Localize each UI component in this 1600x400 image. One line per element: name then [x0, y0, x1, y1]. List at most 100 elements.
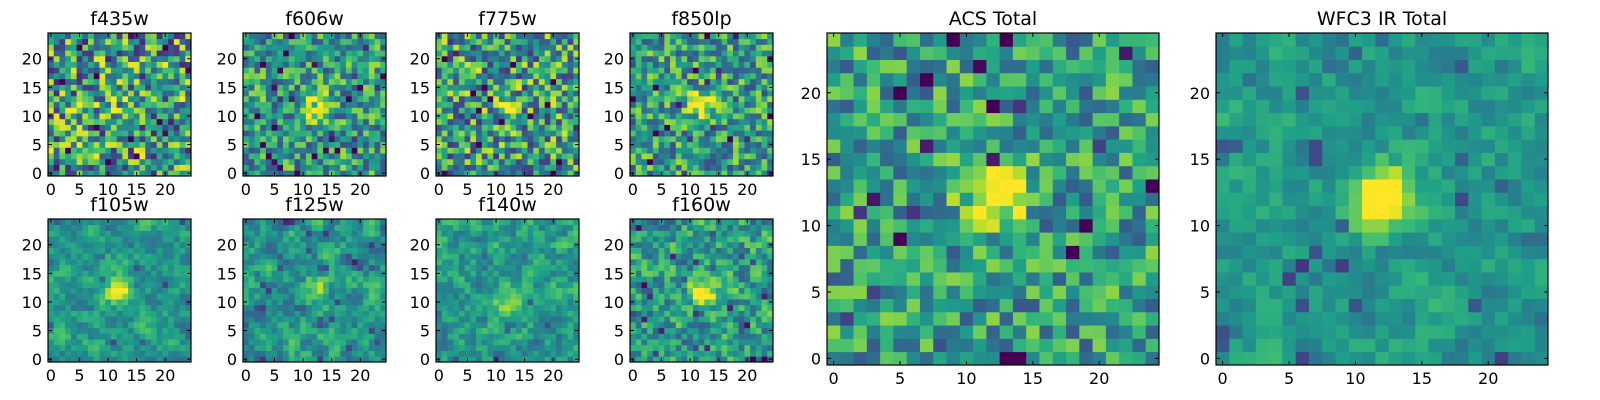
heatmap-cell	[487, 90, 494, 97]
heatmap-cell	[139, 84, 146, 91]
heatmap-cell	[704, 170, 711, 177]
heatmap-cell	[527, 33, 534, 40]
heatmap-cell	[122, 158, 129, 165]
heatmap-cell	[481, 276, 488, 283]
x-tick-label: 10	[293, 180, 313, 199]
heatmap-cell	[510, 101, 517, 108]
heatmap-cell	[744, 158, 751, 165]
heatmap-cell	[82, 236, 89, 243]
heatmap-cell	[544, 293, 551, 300]
heatmap-cell	[767, 95, 774, 103]
heatmap-cell	[687, 310, 694, 317]
heatmap-cell	[567, 253, 574, 260]
heatmap-cell	[351, 118, 358, 125]
heatmap-cell	[464, 153, 471, 160]
heatmap-cell	[692, 130, 700, 137]
heatmap-cell	[345, 84, 353, 91]
heatmap-cell	[345, 101, 353, 108]
heatmap-cell	[317, 158, 324, 165]
heatmap-cell	[363, 287, 370, 294]
heatmap-cell	[458, 78, 465, 85]
heatmap-cell	[351, 264, 358, 271]
heatmap-cell	[658, 38, 665, 45]
heatmap-cell	[334, 118, 341, 125]
heatmap-cell	[692, 158, 700, 165]
heatmap-cell	[265, 44, 272, 51]
heatmap-cell	[156, 50, 163, 57]
heatmap-cell	[105, 259, 112, 266]
heatmap-cell	[698, 281, 705, 289]
heatmap-cell	[556, 113, 563, 120]
heatmap-cell	[288, 327, 295, 334]
heatmap-cell	[504, 107, 511, 114]
heatmap-cell	[145, 270, 152, 277]
heatmap-cell	[504, 276, 511, 283]
heatmap-cell	[99, 90, 106, 97]
heatmap-cell	[441, 130, 448, 137]
heatmap-cell	[305, 124, 313, 131]
heatmap-cell	[470, 113, 477, 120]
heatmap-cell	[476, 219, 483, 226]
heatmap-cell	[510, 316, 517, 323]
heatmap-cell	[573, 153, 580, 160]
heatmap-cell	[65, 118, 72, 125]
heatmap-cell	[70, 230, 77, 237]
heatmap-cell	[380, 73, 387, 80]
heatmap-cell	[305, 253, 313, 260]
heatmap-cell	[162, 241, 169, 248]
heatmap-cell	[116, 124, 123, 131]
heatmap-cell	[82, 130, 89, 137]
heatmap-cell	[498, 95, 506, 103]
heatmap-cell	[436, 316, 443, 323]
heatmap-cell	[133, 270, 140, 277]
heatmap-cell	[156, 264, 163, 271]
heatmap-cell	[145, 356, 152, 363]
heatmap-cell	[550, 118, 557, 125]
heatmap-cell	[70, 44, 77, 51]
heatmap-cell	[630, 350, 637, 357]
heatmap-cell	[65, 153, 72, 160]
heatmap-cell	[498, 130, 506, 137]
heatmap-cell	[351, 38, 358, 45]
heatmap-cell	[476, 224, 483, 231]
heatmap-cell	[436, 95, 443, 103]
heatmap-cell	[647, 344, 654, 351]
heatmap-cell	[179, 350, 186, 357]
heatmap-cell	[538, 55, 546, 62]
heatmap-cell	[670, 327, 677, 334]
heatmap-cell	[544, 113, 551, 120]
heatmap-cell	[150, 304, 158, 311]
heatmap-cell	[311, 101, 318, 108]
heatmap-cell	[681, 153, 688, 160]
heatmap-cell	[345, 350, 353, 357]
heatmap-cell	[48, 236, 55, 243]
heatmap-cell	[692, 95, 700, 103]
heatmap-cells	[630, 219, 774, 363]
heatmap-cell	[363, 170, 370, 177]
heatmap-cell	[767, 164, 774, 171]
heatmap-cell	[721, 344, 728, 351]
heatmap-cell	[670, 276, 677, 283]
heatmap-cell	[260, 50, 267, 57]
heatmap-cell	[567, 224, 574, 231]
heatmap-cell	[288, 281, 295, 289]
heatmap-cell	[351, 333, 358, 340]
heatmap-cell	[305, 321, 313, 329]
heatmap-cell	[173, 339, 180, 346]
heatmap-cell	[561, 236, 568, 243]
heatmap-cell	[493, 247, 500, 254]
heatmap-cell	[340, 158, 347, 165]
heatmap-cell	[538, 78, 546, 85]
heatmap-cell	[374, 339, 381, 346]
heatmap-cell	[476, 287, 483, 294]
heatmap-cell	[323, 67, 330, 74]
heatmap-cell	[168, 101, 175, 108]
heatmap-cell	[704, 84, 711, 91]
heatmap-cell	[128, 124, 135, 131]
heatmap-cell	[156, 253, 163, 260]
heatmap-cell	[464, 124, 471, 131]
heatmap-cell	[750, 350, 757, 357]
heatmap-cell	[271, 61, 278, 68]
heatmap-cell	[721, 84, 728, 91]
heatmap-cell	[59, 219, 66, 226]
